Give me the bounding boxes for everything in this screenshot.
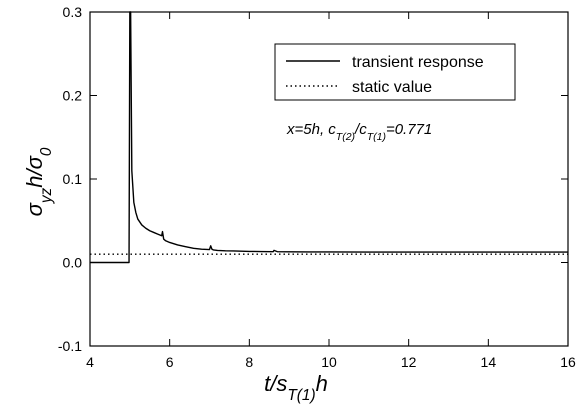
x-tick-label: 4 [86, 354, 94, 370]
legend-label-static: static value [352, 79, 432, 96]
annotation-part-subscript: T(1) [367, 131, 386, 143]
legend-box [274, 43, 516, 101]
y-axis-label-part-text: σ [22, 202, 47, 216]
x-tick-label: 6 [166, 354, 174, 370]
annotation-part-subscript: T(2) [336, 131, 355, 143]
y-axis-label-part-text: h/σ [22, 155, 47, 187]
y-tick-label: 0.3 [63, 4, 83, 20]
series-line-transient-response [90, 11, 568, 264]
annotation-part-text: x=5h, c [286, 121, 336, 138]
y-axis-label: σyzh/σ0 [22, 147, 55, 216]
legend-label-transient: transient response [352, 54, 484, 71]
legend: transient response static value [274, 43, 516, 101]
x-axis-label: t/sT(1)h [264, 371, 328, 404]
x-axis-label-part-subscript: T(1) [287, 387, 315, 404]
y-axis-label-part-subscript: 0 [38, 147, 55, 156]
chart-annotation: x=5h, cT(2)/cT(1)=0.771 [286, 121, 432, 143]
x-tick-label: 10 [321, 354, 337, 370]
x-tick-label: 8 [245, 354, 253, 370]
y-tick-label: 0.1 [63, 171, 83, 187]
y-tick-label: 0.0 [63, 255, 83, 271]
x-axis-ticks: 4 6 8 10 12 14 16 [86, 12, 576, 370]
annotation-part-text: =0.771 [386, 121, 432, 138]
series-layer [90, 11, 568, 264]
annotation-part-text: /c [354, 121, 367, 138]
x-axis-label-part-text: t/s [264, 371, 287, 396]
y-axis-label-part-subscript: yz [38, 187, 55, 204]
y-tick-label: 0.2 [63, 88, 83, 104]
x-tick-label: 14 [481, 354, 497, 370]
x-tick-label: 12 [401, 354, 417, 370]
x-axis-label-part-text: h [316, 371, 328, 396]
x-tick-label: 16 [560, 354, 576, 370]
y-tick-label: -0.1 [58, 338, 82, 354]
